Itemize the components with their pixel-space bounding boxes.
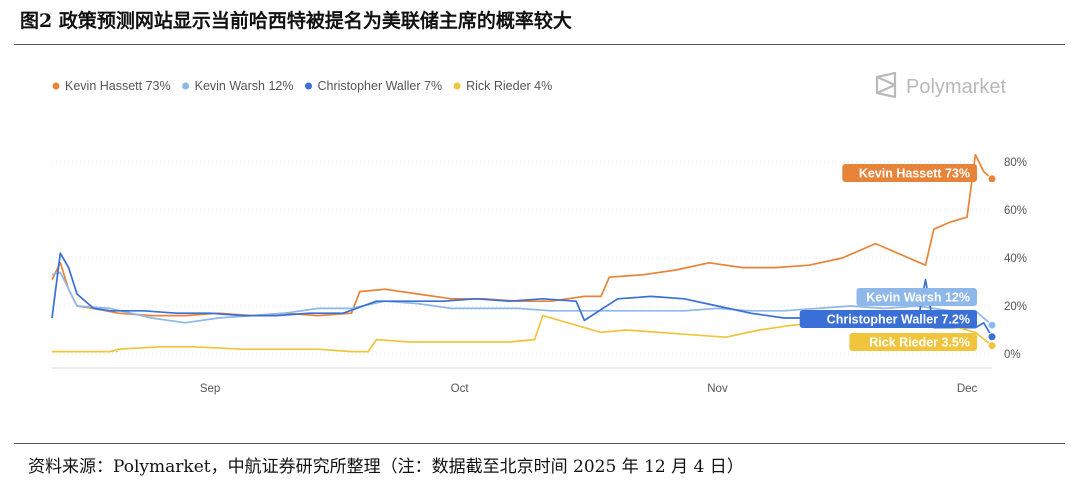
x-tick-label: Sep	[200, 383, 220, 395]
line-chart: 0% 20% 40% 60% 80% Sep Oct Nov Dec Kevin Hasset…	[51, 71, 1027, 395]
end-label-bg	[849, 333, 977, 351]
polymarket-logo-icon	[875, 71, 897, 99]
legend-marker	[453, 82, 461, 90]
x-axis: Sep Oct Nov Dec	[200, 383, 978, 395]
source-divider	[14, 443, 1065, 444]
x-tick-label: Nov	[707, 383, 728, 395]
legend: Kevin Hassett 73% Kevin Warsh 12% Christop…	[52, 79, 552, 93]
series-end-point-kevin-hassett	[987, 174, 997, 184]
end-label-kevin-warsh: Kevin Warsh 12%	[856, 288, 977, 306]
series-line-kevin-hassett	[51, 153, 993, 317]
series-end-point-christopher-waller	[987, 332, 997, 342]
legend-marker	[52, 82, 60, 90]
end-label-text: Christopher Waller 7.2%	[827, 313, 970, 327]
title-divider	[14, 44, 1065, 45]
legend-label: Kevin Warsh 12%	[195, 79, 294, 93]
end-label-text: Kevin Hassett 73%	[859, 167, 970, 181]
legend-item-kevin-hassett: Kevin Hassett 73%	[52, 79, 171, 93]
y-tick-label: 0%	[1004, 349, 1021, 361]
series-line-kevin-warsh	[51, 271, 993, 326]
legend-item-kevin-warsh: Kevin Warsh 12%	[182, 79, 294, 93]
end-labels: Kevin Hassett 73% Kevin Warsh 12% Christop…	[799, 164, 977, 351]
end-label-christopher-waller: Christopher Waller 7.2%	[799, 310, 977, 328]
legend-label: Kevin Hassett 73%	[65, 79, 171, 93]
y-tick-label: 60%	[1004, 205, 1027, 217]
y-tick-label: 80%	[1004, 157, 1027, 169]
polymarket-brand-text: Polymarket	[906, 76, 1006, 98]
x-tick-label: Dec	[957, 383, 978, 395]
end-label-rick-rieder: Rick Rieder 3.5%	[849, 333, 977, 351]
polymarket-watermark: Polymarket	[875, 71, 1006, 99]
gridlines	[52, 161, 992, 355]
end-label-bg	[856, 288, 977, 306]
end-label-bg	[842, 164, 977, 182]
series-end-point-kevin-warsh	[987, 320, 997, 330]
y-tick-label: 40%	[1004, 253, 1027, 265]
end-label-text: Kevin Warsh 12%	[866, 291, 970, 305]
series-end-point-rick-rieder	[987, 341, 997, 351]
source-note: 资料来源：Polymarket，中航证券研究所整理（注：数据截至北京时间 202…	[28, 457, 744, 477]
legend-item-christopher-waller: Christopher Waller 7%	[305, 79, 442, 93]
legend-label: Christopher Waller 7%	[318, 79, 443, 93]
legend-marker	[182, 82, 190, 90]
legend-label: Rick Rieder 4%	[466, 79, 552, 93]
y-axis: 0% 20% 40% 60% 80%	[1004, 157, 1027, 361]
end-label-bg	[799, 310, 977, 328]
x-tick-label: Oct	[451, 383, 470, 395]
legend-marker	[305, 82, 312, 90]
figure-title: 图2 政策预测网站显示当前哈西特被提名为美联储主席的概率较大	[20, 10, 572, 32]
y-tick-label: 20%	[1004, 301, 1027, 313]
legend-item-rick-rieder: Rick Rieder 4%	[453, 79, 552, 93]
end-label-text: Rick Rieder 3.5%	[869, 336, 970, 350]
end-label-kevin-hassett: Kevin Hassett 73%	[842, 164, 977, 182]
